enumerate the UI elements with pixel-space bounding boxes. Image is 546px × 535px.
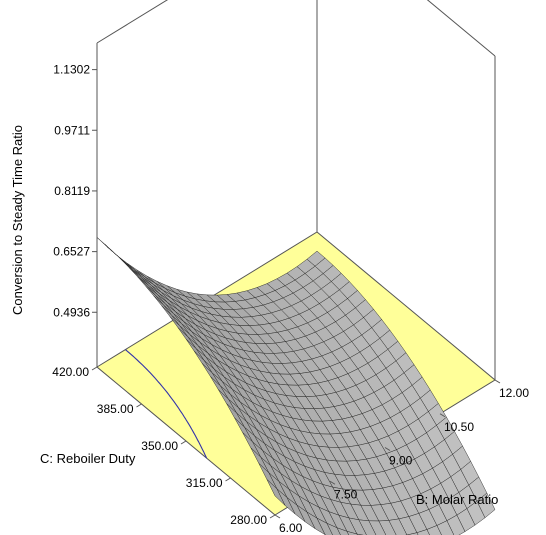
z-tick-label-0: 0.4936	[53, 305, 90, 319]
b-tick-mark-0	[274, 514, 281, 519]
box-frame	[96, 0, 496, 380]
c-tick-label-0: 280.00	[230, 513, 267, 527]
surface-patch-363	[416, 529, 430, 535]
c-tick-label-3: 385.00	[97, 402, 134, 416]
b-tick-mark-4	[494, 379, 501, 384]
c-tick-mark-3	[136, 403, 142, 408]
b-tick-label-4: 12.00	[499, 386, 529, 400]
c-tick-label-1: 315.00	[186, 476, 223, 490]
c-tick-label-2: 350.00	[141, 439, 178, 453]
z-tick-label-2: 0.8119	[54, 184, 90, 198]
b-tick-label-0: 6.00	[279, 521, 303, 535]
z-tick-label-1: 0.6527	[53, 245, 90, 259]
c-tick-mark-4	[91, 366, 98, 371]
response-surface	[96, 237, 496, 535]
x-axis-label: B: Molar Ratio	[416, 492, 498, 507]
c-tick-mark-1	[225, 477, 231, 482]
surface-patch-447	[346, 530, 358, 535]
b-tick-label-2: 9.00	[389, 454, 413, 468]
z-axis-label: Conversion to Steady Time Ratio	[10, 125, 25, 315]
c-tick-label-4: 420.00	[52, 365, 89, 379]
y-axis-label: C: Reboiler Duty	[40, 451, 136, 466]
contour-line-1	[125, 349, 208, 459]
b-tick-label-1: 7.50	[334, 487, 358, 501]
c-tick-mark-0	[269, 514, 276, 519]
axis-labels: Conversion to Steady Time Ratio C: Reboi…	[10, 63, 529, 535]
b-tick-mark-3	[439, 413, 446, 418]
z-tick-label-4: 1.1302	[53, 63, 90, 77]
frame-top-back-right	[426, 0, 496, 57]
b-tick-mark-1	[329, 480, 336, 485]
c-tick-mark-2	[180, 440, 187, 445]
surface-patch-378	[406, 532, 419, 535]
surface-patch-483	[266, 479, 286, 506]
z-tick-label-3: 0.9711	[54, 123, 90, 137]
surface-patch-347	[426, 525, 442, 535]
b-tick-label-3: 10.50	[444, 420, 474, 434]
frame-top-back-left	[96, 0, 169, 44]
b-tick-mark-2	[384, 447, 391, 451]
